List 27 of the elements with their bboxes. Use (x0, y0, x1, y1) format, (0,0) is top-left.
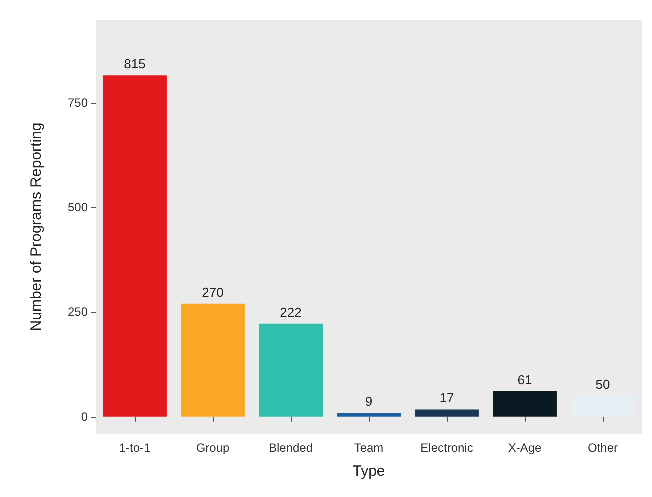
data-label: 50 (596, 376, 610, 392)
data-label: 815 (124, 56, 146, 72)
data-label: 270 (202, 284, 224, 300)
bar (415, 410, 479, 417)
data-label: 61 (518, 372, 532, 388)
bar (493, 391, 557, 417)
y-tick-label: 0 (81, 410, 88, 424)
x-tick-label: Blended (268, 441, 314, 455)
bar (259, 324, 323, 417)
x-tick-label: X-Age (508, 441, 542, 455)
bar (571, 396, 635, 417)
bar (103, 76, 167, 417)
data-label: 222 (280, 304, 302, 320)
x-tick-label: 1-to-1 (119, 441, 151, 455)
x-tick-label: Electronic (420, 441, 474, 455)
x-axis-title: Type (352, 463, 386, 480)
x-tick-label: Other (588, 441, 618, 455)
y-tick-label: 750 (68, 96, 88, 110)
y-axis-title: Number of Programs Reporting (28, 122, 45, 332)
y-tick-label: 250 (68, 305, 88, 320)
x-tick-label: Team (354, 441, 384, 455)
bar (337, 413, 401, 417)
y-tick-label: 500 (68, 200, 88, 215)
bar (181, 304, 245, 417)
x-tick-label: Group (196, 441, 230, 455)
data-label: 9 (365, 394, 373, 410)
data-label: 17 (440, 390, 454, 406)
